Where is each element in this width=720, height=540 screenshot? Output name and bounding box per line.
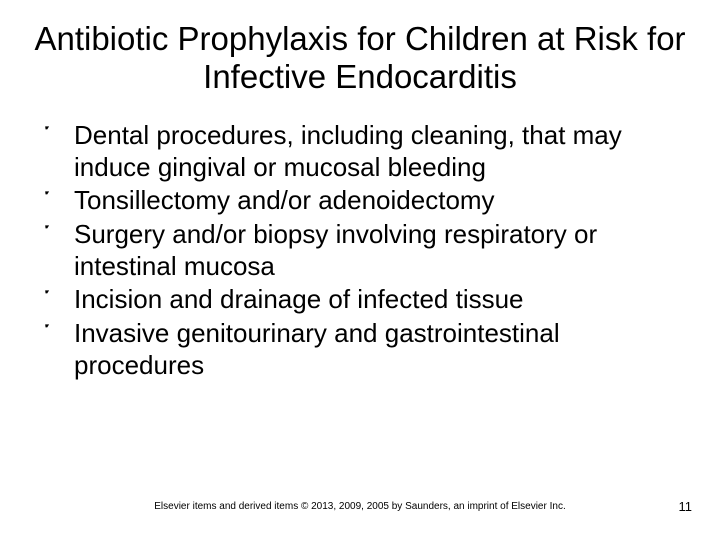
list-item: ་ Incision and drainage of infected tiss… (40, 284, 690, 316)
bullet-text: Incision and drainage of infected tissue (74, 284, 690, 316)
list-item: ་ Tonsillectomy and/or adenoidectomy (40, 185, 690, 217)
bullet-icon: ་ (40, 284, 74, 316)
page-number: 11 (679, 499, 693, 514)
footer-copyright: Elsevier items and derived items © 2013,… (0, 501, 720, 512)
bullet-text: Dental procedures, including cleaning, t… (74, 120, 690, 183)
bullet-text: Tonsillectomy and/or adenoidectomy (74, 185, 690, 217)
bullet-text: Invasive genitourinary and gastrointesti… (74, 318, 690, 381)
bullet-icon: ་ (40, 185, 74, 217)
slide-title: Antibiotic Prophylaxis for Children at R… (30, 20, 690, 96)
bullet-icon: ་ (40, 120, 74, 152)
list-item: ་ Invasive genitourinary and gastrointes… (40, 318, 690, 381)
slide: Antibiotic Prophylaxis for Children at R… (0, 0, 720, 540)
list-item: ་ Dental procedures, including cleaning,… (40, 120, 690, 183)
bullet-list: ་ Dental procedures, including cleaning,… (30, 120, 690, 382)
bullet-icon: ་ (40, 219, 74, 251)
list-item: ་ Surgery and/or biopsy involving respir… (40, 219, 690, 282)
bullet-text: Surgery and/or biopsy involving respirat… (74, 219, 690, 282)
bullet-icon: ་ (40, 318, 74, 350)
